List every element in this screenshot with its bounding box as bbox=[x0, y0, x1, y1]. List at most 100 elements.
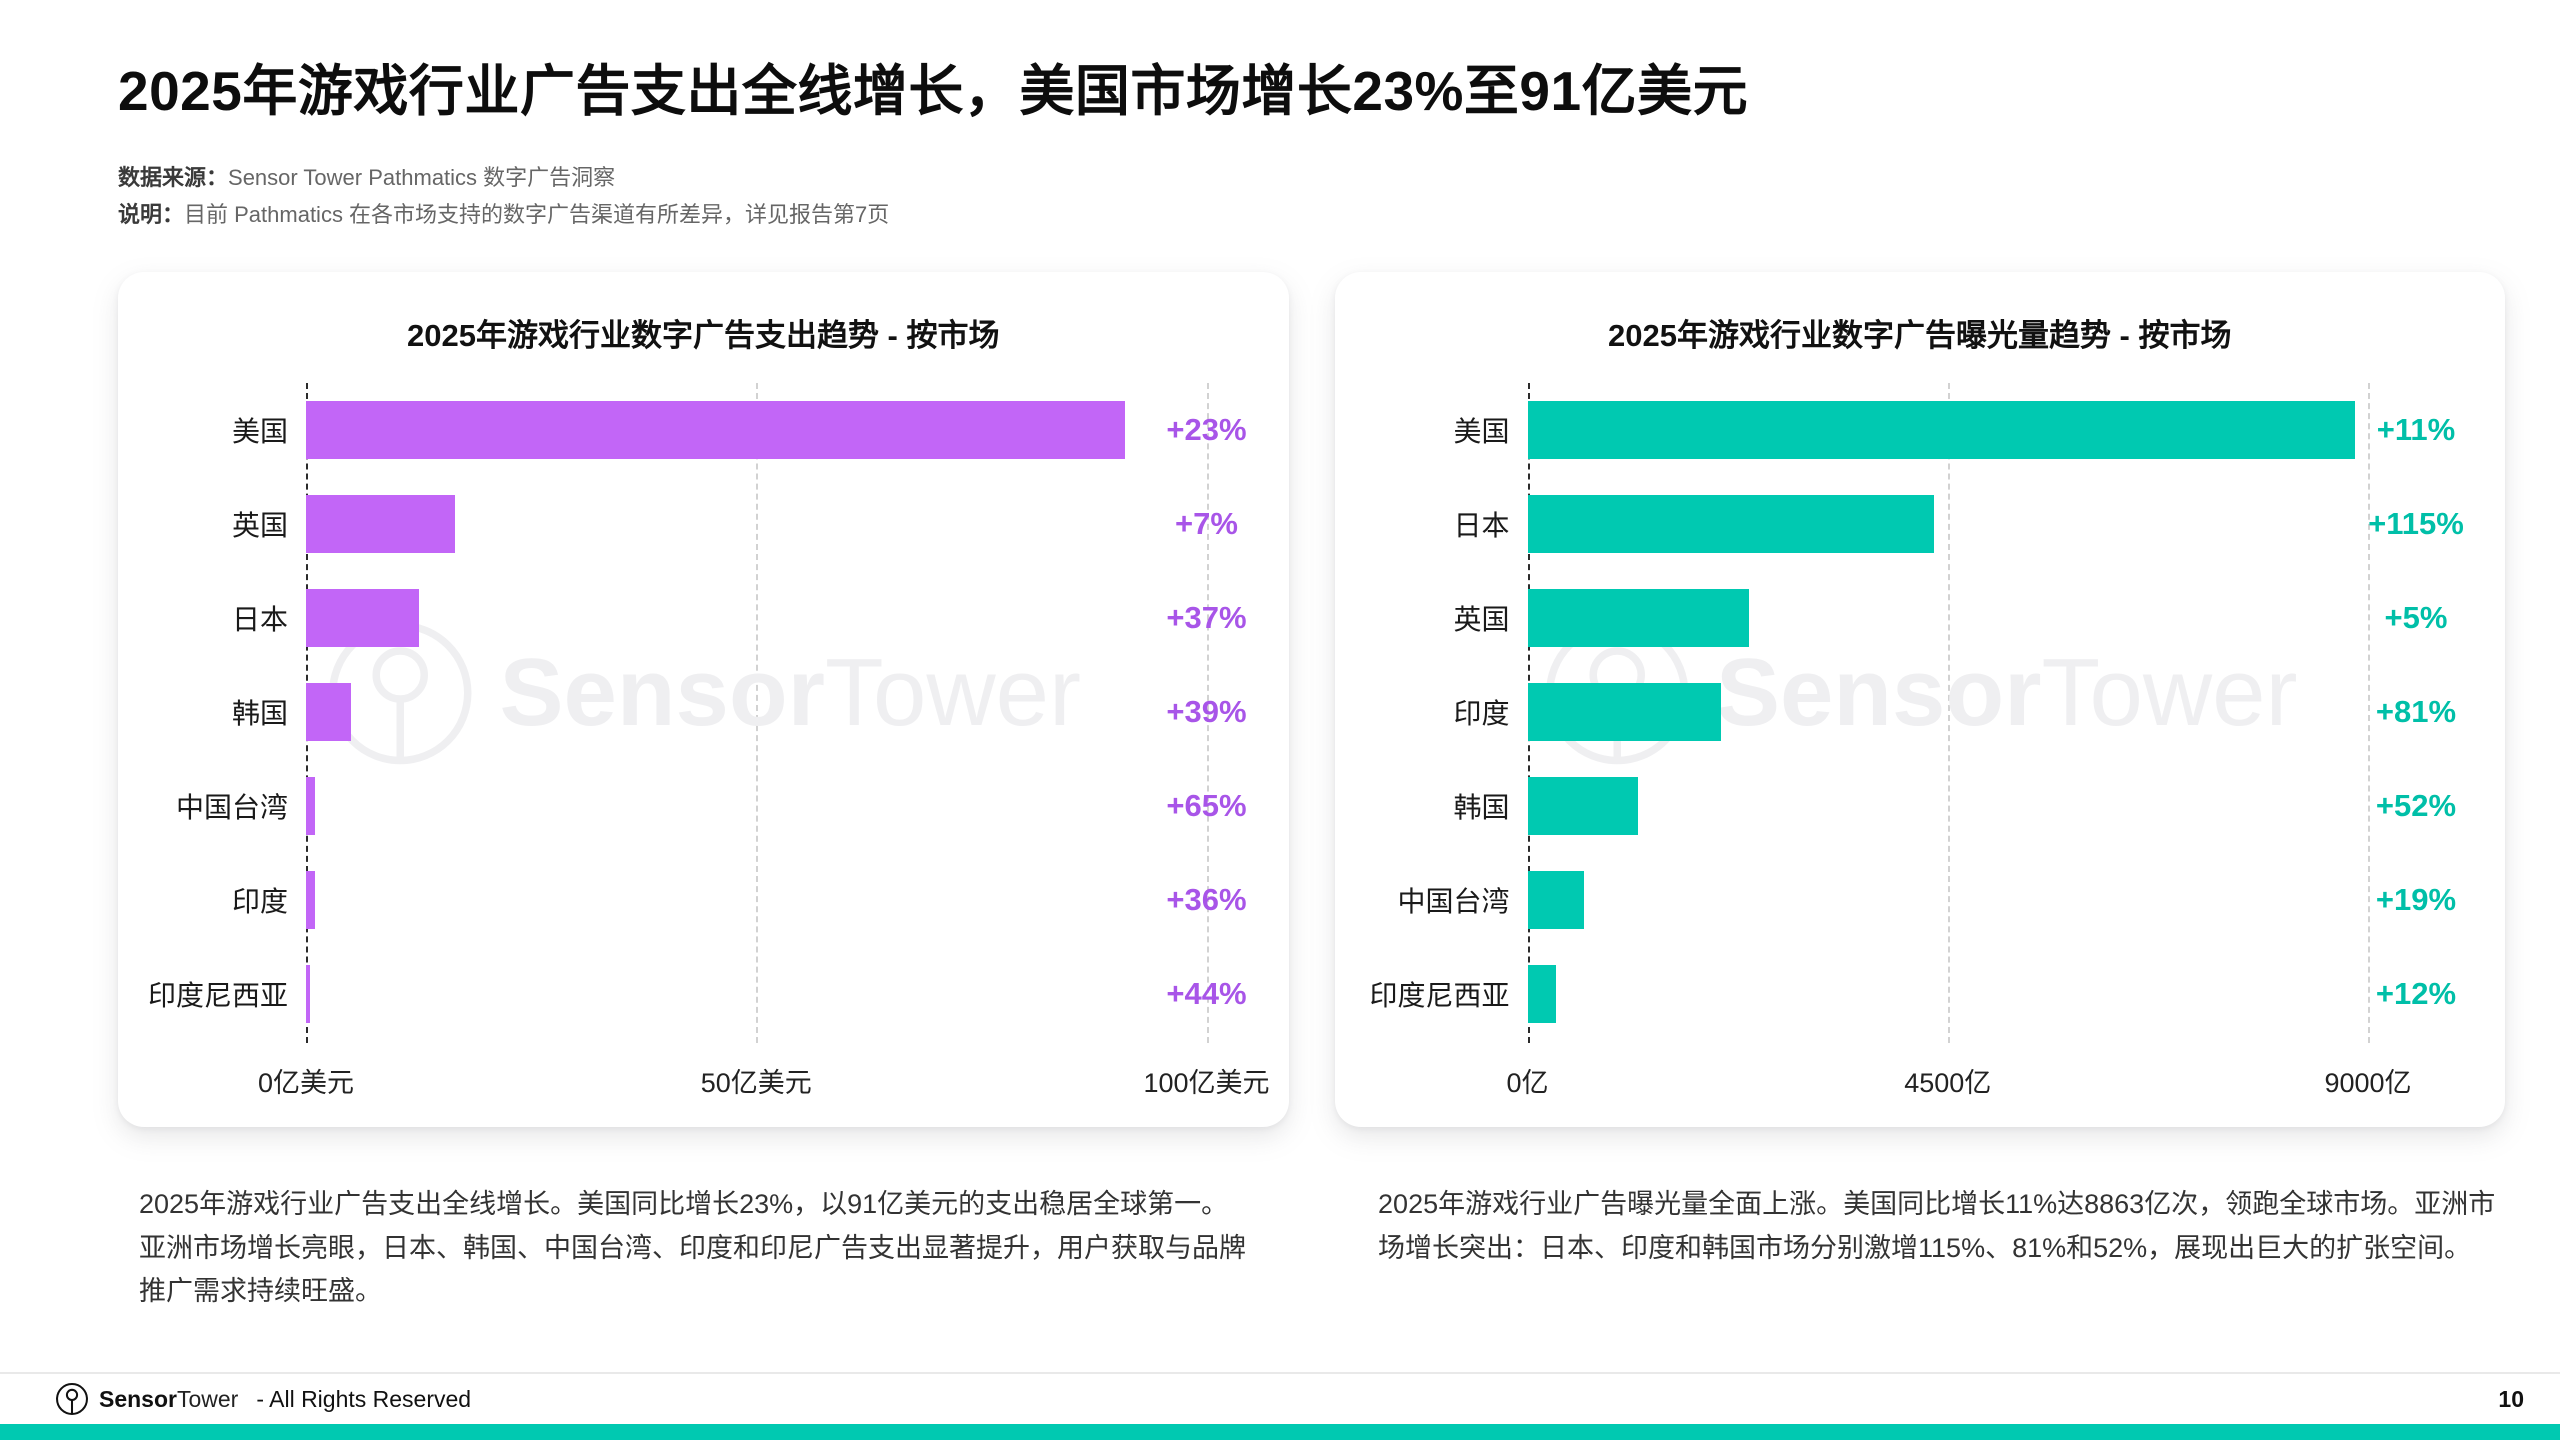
bar bbox=[306, 870, 315, 929]
bar bbox=[1527, 588, 1749, 647]
gridline-mid bbox=[1947, 382, 1950, 1043]
growth-label: +12% bbox=[2375, 975, 2457, 1011]
growth-label: +5% bbox=[2384, 599, 2448, 635]
chart-row: 韩国 +39% bbox=[118, 665, 1289, 759]
bar-track bbox=[306, 400, 1207, 459]
chart-row: 印度 +36% bbox=[118, 853, 1289, 947]
axis-tick: 0亿美元 bbox=[257, 1067, 355, 1098]
summary-paragraphs: 2025年游戏行业广告支出全线增长。美国同比增长23%，以91亿美元的支出稳居全… bbox=[118, 1183, 2505, 1314]
growth-label: +36% bbox=[1166, 881, 1247, 917]
footer: SensorTower - All Rights Reserved 10 bbox=[0, 1372, 2560, 1424]
impressions-summary-paragraph: 2025年游戏行业广告曝光量全面上涨。美国同比增长11%达8863亿次，领跑全球… bbox=[1378, 1188, 2496, 1263]
bar-track bbox=[306, 588, 1207, 647]
category-label: 美国 bbox=[231, 415, 288, 447]
source-block: 数据来源：Sensor Tower Pathmatics 数字广告洞察 说明：目… bbox=[118, 160, 2505, 234]
note-line: 说明：目前 Pathmatics 在各市场支持的数字广告渠道有所差异，详见报告第… bbox=[118, 197, 2505, 234]
growth-label: +37% bbox=[1166, 599, 1247, 635]
bar bbox=[306, 400, 1126, 459]
page-title: 2025年游戏行业广告支出全线增长，美国市场增长23%至91亿美元 bbox=[118, 60, 1749, 122]
category-label: 英国 bbox=[231, 509, 288, 541]
chart-row: 中国台湾 +65% bbox=[118, 759, 1289, 853]
spend-summary-paragraph: 2025年游戏行业广告支出全线增长。美国同比增长23%，以91亿美元的支出稳居全… bbox=[139, 1188, 1246, 1307]
impressions-bar-rows: 美国 +11% 日本 +115% 英国 +5% 印度 +81% 韩国 +52% 中国台湾 +19% 印度… bbox=[1335, 383, 2506, 1041]
chart-row: 韩国 +52% bbox=[1335, 759, 2506, 853]
impressions-chart: 2025年游戏行业数字广告曝光量趋势 - 按市场 bbox=[1335, 272, 2506, 1127]
chart-cards: 2025年游戏行业数字广告支出趋势 - 按市场 bbox=[118, 271, 2506, 1127]
spend-bar-rows: 美国 +23% 英国 +7% 日本 +37% 韩国 +39% 中国台湾 +65% 印度 +36% 印度尼… bbox=[118, 383, 1289, 1041]
bar bbox=[1527, 494, 1934, 553]
growth-label: +11% bbox=[2376, 411, 2456, 447]
bar-track bbox=[1527, 494, 2369, 553]
chart-row: 美国 +23% bbox=[118, 383, 1289, 477]
axis-tick: 100亿美元 bbox=[1143, 1067, 1270, 1098]
bar bbox=[1527, 400, 2356, 459]
bar-track bbox=[1527, 964, 2369, 1023]
bar bbox=[306, 776, 315, 835]
category-label: 英国 bbox=[1453, 603, 1510, 635]
category-label: 印度尼西亚 bbox=[147, 979, 288, 1011]
spend-chart: 2025年游戏行业数字广告支出趋势 - 按市场 bbox=[118, 272, 1289, 1127]
gridline-max bbox=[2368, 382, 2370, 1043]
bar-track bbox=[1527, 776, 2369, 835]
growth-label: +7% bbox=[1175, 505, 1238, 541]
page-number: 10 bbox=[2498, 1385, 2524, 1412]
bar-track bbox=[306, 494, 1207, 553]
data-source-line: 数据来源：Sensor Tower Pathmatics 数字广告洞察 bbox=[118, 160, 2505, 197]
bar-track bbox=[1527, 682, 2369, 741]
category-label: 美国 bbox=[1453, 415, 1510, 447]
bar bbox=[306, 964, 310, 1023]
axis-tick: 0亿 bbox=[1506, 1067, 1549, 1098]
chart-row: 英国 +5% bbox=[1335, 571, 2506, 665]
bar-track bbox=[306, 682, 1207, 741]
growth-label: +81% bbox=[2375, 693, 2457, 729]
impressions-chart-title: 2025年游戏行业数字广告曝光量趋势 - 按市场 bbox=[1607, 317, 2232, 353]
chart-row: 日本 +115% bbox=[1335, 477, 2506, 571]
source-text: Sensor Tower Pathmatics 数字广告洞察 bbox=[228, 165, 616, 190]
category-label: 韩国 bbox=[1453, 791, 1510, 823]
sensortower-logo-icon bbox=[56, 1383, 88, 1415]
growth-label: +23% bbox=[1166, 411, 1247, 447]
note-text: 目前 Pathmatics 在各市场支持的数字广告渠道有所差异，详见报告第7页 bbox=[184, 201, 890, 227]
chart-row: 印度 +81% bbox=[1335, 665, 2506, 759]
category-label: 中国台湾 bbox=[175, 791, 288, 823]
spend-axis-labels: 0亿美元 50亿美元 100亿美元 bbox=[258, 1061, 1270, 1101]
growth-label: +115% bbox=[2368, 505, 2464, 541]
bar bbox=[306, 682, 352, 741]
growth-label: +52% bbox=[2375, 787, 2457, 823]
chart-row: 英国 +7% bbox=[118, 477, 1289, 571]
bar bbox=[1527, 682, 1721, 741]
growth-label: +19% bbox=[2375, 881, 2457, 917]
chart-row: 日本 +37% bbox=[118, 571, 1289, 665]
bar-track bbox=[306, 870, 1207, 929]
impressions-axis-labels: 0亿 4500亿 9000亿 bbox=[1506, 1061, 2411, 1101]
category-label: 中国台湾 bbox=[1397, 885, 1510, 917]
spend-chart-title: 2025年游戏行业数字广告支出趋势 - 按市场 bbox=[406, 317, 1000, 353]
bar-track bbox=[1527, 870, 2369, 929]
category-label: 韩国 bbox=[231, 697, 288, 729]
category-label: 日本 bbox=[231, 603, 288, 635]
chart-row: 印度尼西亚 +12% bbox=[1335, 947, 2506, 1041]
chart-row: 印度尼西亚 +44% bbox=[118, 947, 1289, 1041]
chart-row: 中国台湾 +19% bbox=[1335, 853, 2506, 947]
growth-label: +39% bbox=[1166, 693, 1247, 729]
bar bbox=[1527, 870, 1584, 929]
note-label: 说明： bbox=[118, 201, 185, 227]
spend-chart-card: 2025年游戏行业数字广告支出趋势 - 按市场 bbox=[118, 271, 1289, 1127]
gridline-max bbox=[1206, 382, 1209, 1043]
footer-rights-text: - All Rights Reserved bbox=[256, 1385, 472, 1412]
bottom-accent-strip bbox=[0, 1424, 2560, 1440]
axis-tick: 4500亿 bbox=[1904, 1067, 1992, 1098]
growth-label: +44% bbox=[1166, 975, 1247, 1011]
impressions-plot-area: SensorTower 美国 +11% 日本 +115% 英国 +5% 印度 +81% 韩国 +5… bbox=[1335, 382, 2506, 1043]
category-label: 印度尼西亚 bbox=[1369, 979, 1510, 1011]
category-label: 印度 bbox=[231, 885, 288, 917]
category-label: 日本 bbox=[1453, 509, 1510, 541]
bar-track bbox=[306, 964, 1207, 1023]
bar bbox=[1527, 964, 1556, 1023]
chart-row: 美国 +11% bbox=[1335, 383, 2506, 477]
footer-brand-text: SensorTower bbox=[99, 1385, 239, 1412]
axis-tick: 50亿美元 bbox=[700, 1067, 812, 1098]
footer-brand: SensorTower - All Rights Reserved bbox=[55, 1382, 471, 1416]
bar bbox=[306, 588, 419, 647]
